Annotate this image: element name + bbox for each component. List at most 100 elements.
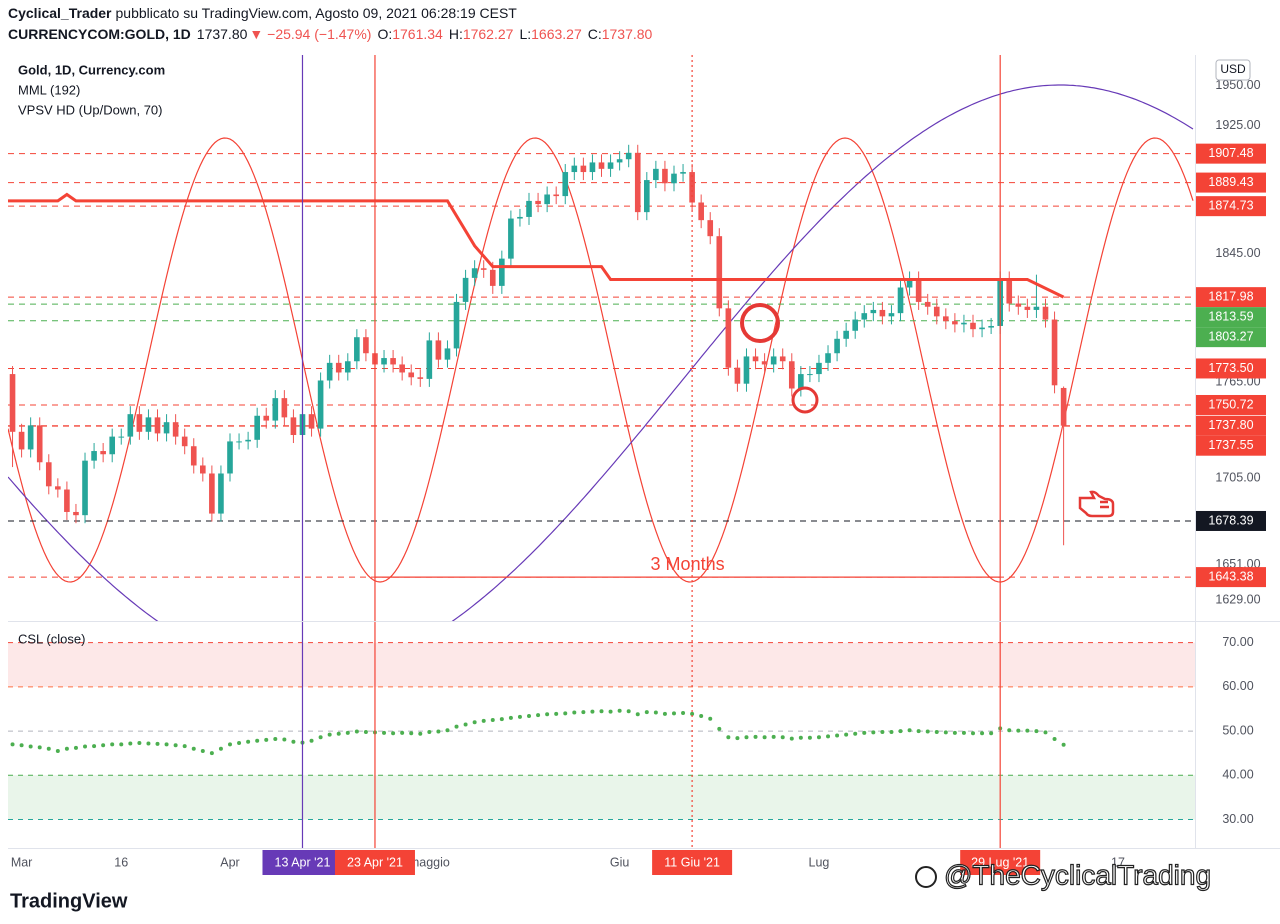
csl-dot — [255, 738, 260, 743]
candle-body — [643, 180, 650, 213]
price-tag — [1196, 567, 1266, 588]
csl-dot — [363, 729, 368, 734]
csl-dot — [354, 729, 359, 734]
candle-body — [1006, 279, 1013, 304]
candle-body — [761, 361, 768, 365]
csl-dot — [753, 734, 758, 739]
csl-dot — [55, 748, 60, 753]
currency: USD — [1220, 62, 1246, 76]
candle-body — [816, 362, 822, 375]
x-tick-label: Mar — [11, 855, 33, 869]
candle-body — [326, 362, 333, 381]
csl-dot — [246, 739, 251, 744]
csl-dot — [101, 743, 106, 748]
csl-dot — [309, 738, 314, 743]
candle-body — [272, 398, 279, 421]
csl-dot — [862, 730, 867, 735]
csl-dot — [780, 735, 785, 740]
csl-dot — [554, 711, 559, 716]
candle-body — [906, 279, 913, 288]
candle-body — [417, 377, 424, 379]
candle-body — [508, 218, 514, 259]
candle-body — [707, 220, 714, 237]
candle-body — [236, 441, 242, 443]
csl-dot — [681, 710, 686, 715]
csl-dot — [499, 717, 504, 722]
marker-date-box — [262, 850, 343, 875]
csl-tick-label: 40.00 — [1222, 768, 1253, 782]
candle-body — [625, 152, 632, 160]
csl-dot — [155, 741, 160, 746]
price-tag-label: 1813.59 — [1208, 309, 1253, 323]
candle-body — [36, 425, 43, 463]
price-tag — [1196, 287, 1266, 308]
candle-body — [680, 172, 686, 174]
csl-dot — [590, 709, 595, 714]
csl-dot — [581, 710, 586, 715]
candle-body — [653, 168, 659, 181]
symbol: CURRENCYCOM:GOLD, 1D — [8, 26, 191, 42]
price-tag-label: 1643.38 — [1208, 569, 1253, 583]
csl-dot — [391, 731, 396, 736]
candle-body — [190, 446, 197, 466]
candle-body — [734, 367, 741, 384]
highlight-circle — [791, 386, 819, 414]
csl-dot — [653, 710, 658, 715]
published: pubblicato su TradingView.com, Agosto 09… — [116, 5, 518, 21]
csl-dot — [572, 710, 577, 715]
csl-dot — [708, 716, 713, 721]
candle-body — [770, 356, 777, 365]
brand: TradingView — [10, 890, 128, 912]
csl-dot — [200, 748, 205, 753]
candle-body — [64, 489, 70, 512]
candle-body — [752, 356, 759, 362]
y-tick-label: 1705.00 — [1215, 471, 1260, 485]
price-tag — [1196, 510, 1266, 531]
indicator-label: VPSV HD (Up/Down, 70) — [18, 102, 163, 117]
csl-dot — [1016, 728, 1021, 733]
candle-body — [598, 162, 605, 169]
csl-dot — [735, 736, 740, 741]
candle-body — [535, 200, 541, 205]
candle-body — [227, 441, 233, 474]
candle-body — [843, 330, 849, 339]
x-tick-label: 16 — [114, 855, 128, 869]
marker-date-box — [652, 850, 733, 875]
price-tag-label: 1737.55 — [1208, 438, 1253, 452]
candle-body — [607, 162, 614, 169]
candle-body — [453, 301, 460, 349]
candle-body — [335, 362, 342, 373]
price-tag — [1196, 394, 1266, 415]
csl-dot — [943, 730, 948, 735]
csl-dot — [445, 728, 450, 733]
candle-body — [471, 268, 478, 278]
candle-body — [988, 325, 994, 328]
csl-tick-label: 50.00 — [1222, 723, 1253, 737]
author: Cyclical_Trader — [8, 5, 112, 21]
candle-body — [834, 338, 840, 354]
csl-dot — [717, 726, 722, 731]
candle-body — [308, 414, 315, 429]
header-line-1: Cyclical_Trader pubblicato su TradingView… — [8, 5, 517, 21]
csl-dot — [345, 730, 350, 735]
csl-dot — [382, 730, 387, 735]
csl-dot — [807, 735, 812, 740]
ohlc-key: L: — [519, 26, 531, 42]
candle-body — [1060, 387, 1067, 426]
candle-body — [344, 361, 351, 373]
price-tag — [1196, 196, 1266, 217]
csl-dot — [989, 731, 994, 736]
indicator-label: MML (192) — [18, 82, 80, 97]
highlight-circle — [740, 303, 780, 343]
currency-box[interactable] — [1215, 59, 1251, 81]
csl-dot — [952, 730, 957, 735]
csl-dot — [209, 751, 214, 756]
header-line-2: CURRENCYCOM:GOLD, 1D 1737.80 ▼ −25.94 (−1.… — [8, 26, 653, 42]
candle-body — [562, 172, 569, 197]
hand-icon — [1078, 490, 1115, 518]
candle-body — [616, 159, 623, 163]
csl-dot — [218, 746, 223, 751]
csl-dot — [771, 734, 776, 739]
csl-dot — [291, 739, 296, 744]
